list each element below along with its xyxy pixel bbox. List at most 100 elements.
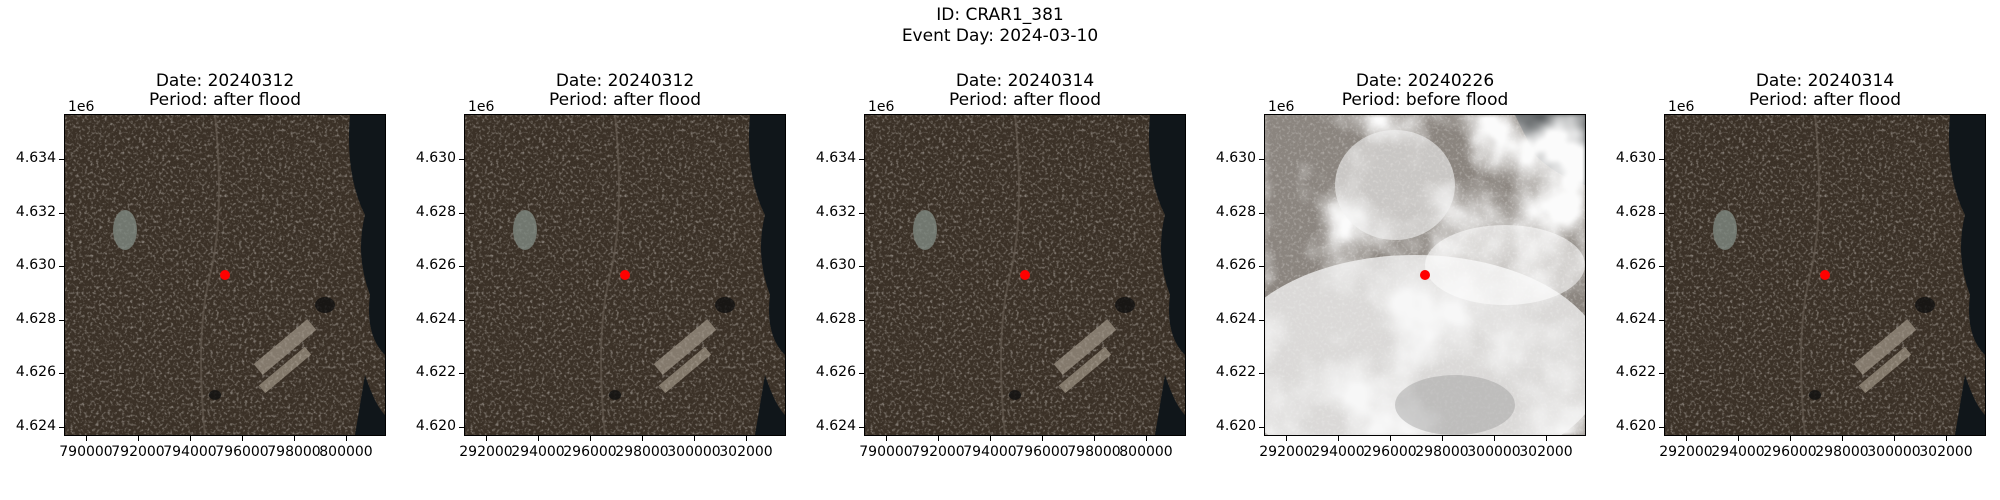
y-tick-mark	[459, 427, 464, 428]
y-tick-label: 4.626	[15, 364, 56, 380]
x-tick-mark	[1842, 436, 1843, 441]
panel-title: Date: 20240314 Period: after flood	[1664, 72, 1986, 110]
y-tick-label: 4.622	[415, 364, 456, 380]
y-tick-mark	[459, 266, 464, 267]
x-tick-mark	[346, 436, 347, 441]
x-tick-label: 292000	[1259, 444, 1313, 460]
x-tick-mark	[1546, 436, 1547, 441]
y-tick-label: 4.620	[1215, 418, 1256, 434]
y-tick-mark	[1659, 320, 1664, 321]
panel-period: Period: after flood	[1748, 90, 1902, 110]
y-tick-label: 4.630	[415, 150, 456, 166]
figure-event-day: Event Day: 2024-03-10	[901, 26, 1099, 46]
y-tick-mark	[59, 266, 64, 267]
y-tick-label: 4.630	[1615, 150, 1656, 166]
y-tick-label: 4.620	[1615, 418, 1656, 434]
y-tick-mark	[1659, 266, 1664, 267]
figure-title: ID: CRAR1_381 Event Day: 2024-03-10	[0, 5, 2000, 47]
panel-date: Date: 20240312	[155, 71, 295, 91]
x-tick-mark	[694, 436, 695, 441]
satellite-image	[64, 114, 386, 436]
y-tick-mark	[859, 159, 864, 160]
x-tick-label: 302000	[1919, 444, 1973, 460]
y-tick-label: 4.622	[1615, 364, 1656, 380]
y-tick-mark	[1659, 427, 1664, 428]
location-marker	[1020, 270, 1030, 280]
y-axis-exponent: 1e6	[68, 99, 95, 115]
image-panel-2: Date: 20240312 Period: after flood 1e6 4.63…	[400, 72, 786, 492]
x-tick-label: 300000	[1867, 444, 1921, 460]
x-tick-mark	[538, 436, 539, 441]
y-tick-mark	[1659, 373, 1664, 374]
x-tick-mark	[86, 436, 87, 441]
x-tick-mark	[1442, 436, 1443, 441]
y-tick-label: 4.624	[1215, 311, 1256, 327]
location-marker	[1420, 270, 1430, 280]
panel-period: Period: after flood	[948, 90, 1102, 110]
x-tick-label: 790000	[59, 444, 113, 460]
panel-title: Date: 20240312 Period: after flood	[464, 72, 786, 110]
x-tick-mark	[294, 436, 295, 441]
satellite-image	[864, 114, 1186, 436]
y-tick-label: 4.626	[815, 364, 856, 380]
y-tick-mark	[1659, 159, 1664, 160]
y-tick-mark	[859, 320, 864, 321]
satellite-image	[1264, 114, 1586, 436]
x-tick-mark	[1338, 436, 1339, 441]
x-tick-label: 800000	[319, 444, 373, 460]
y-tick-label: 4.632	[815, 204, 856, 220]
x-tick-label: 294000	[1711, 444, 1765, 460]
y-axis-exponent: 1e6	[1668, 99, 1695, 115]
y-tick-mark	[459, 213, 464, 214]
y-tick-label: 4.626	[415, 257, 456, 273]
y-tick-mark	[1259, 320, 1264, 321]
x-tick-label: 298000	[615, 444, 669, 460]
figure-id: ID: CRAR1_381	[936, 5, 1064, 25]
x-tick-mark	[746, 436, 747, 441]
x-tick-label: 292000	[459, 444, 513, 460]
y-tick-mark	[1259, 213, 1264, 214]
y-tick-label: 4.628	[815, 311, 856, 327]
location-marker	[220, 270, 230, 280]
x-tick-label: 300000	[667, 444, 721, 460]
x-tick-label: 792000	[911, 444, 965, 460]
x-tick-label: 292000	[1659, 444, 1713, 460]
x-tick-mark	[1494, 436, 1495, 441]
y-tick-label: 4.624	[815, 418, 856, 434]
x-tick-label: 796000	[1015, 444, 1069, 460]
y-tick-mark	[1259, 427, 1264, 428]
x-tick-mark	[242, 436, 243, 441]
y-tick-label: 4.624	[415, 311, 456, 327]
y-tick-label: 4.626	[1215, 257, 1256, 273]
y-tick-label: 4.630	[1215, 150, 1256, 166]
x-tick-mark	[1094, 436, 1095, 441]
y-tick-label: 4.630	[815, 257, 856, 273]
y-tick-label: 4.628	[415, 204, 456, 220]
y-tick-label: 4.620	[415, 418, 456, 434]
x-tick-mark	[1286, 436, 1287, 441]
panel-period: Period: after flood	[148, 90, 302, 110]
y-tick-label: 4.632	[15, 204, 56, 220]
y-tick-mark	[859, 266, 864, 267]
y-tick-mark	[59, 213, 64, 214]
panel-period: Period: after flood	[548, 90, 702, 110]
x-tick-mark	[486, 436, 487, 441]
y-axis-exponent: 1e6	[868, 99, 895, 115]
y-tick-label: 4.634	[815, 150, 856, 166]
x-tick-label: 790000	[859, 444, 913, 460]
x-tick-mark	[886, 436, 887, 441]
y-tick-label: 4.624	[1615, 311, 1656, 327]
x-tick-mark	[1894, 436, 1895, 441]
panel-date: Date: 20240226	[1355, 71, 1495, 91]
x-tick-mark	[1390, 436, 1391, 441]
y-tick-mark	[1659, 213, 1664, 214]
x-tick-mark	[990, 436, 991, 441]
x-tick-label: 296000	[563, 444, 617, 460]
y-tick-mark	[859, 373, 864, 374]
y-tick-mark	[859, 213, 864, 214]
y-tick-label: 4.628	[15, 311, 56, 327]
x-tick-label: 798000	[1067, 444, 1121, 460]
x-tick-mark	[1790, 436, 1791, 441]
x-tick-label: 794000	[163, 444, 217, 460]
location-marker	[1820, 270, 1830, 280]
